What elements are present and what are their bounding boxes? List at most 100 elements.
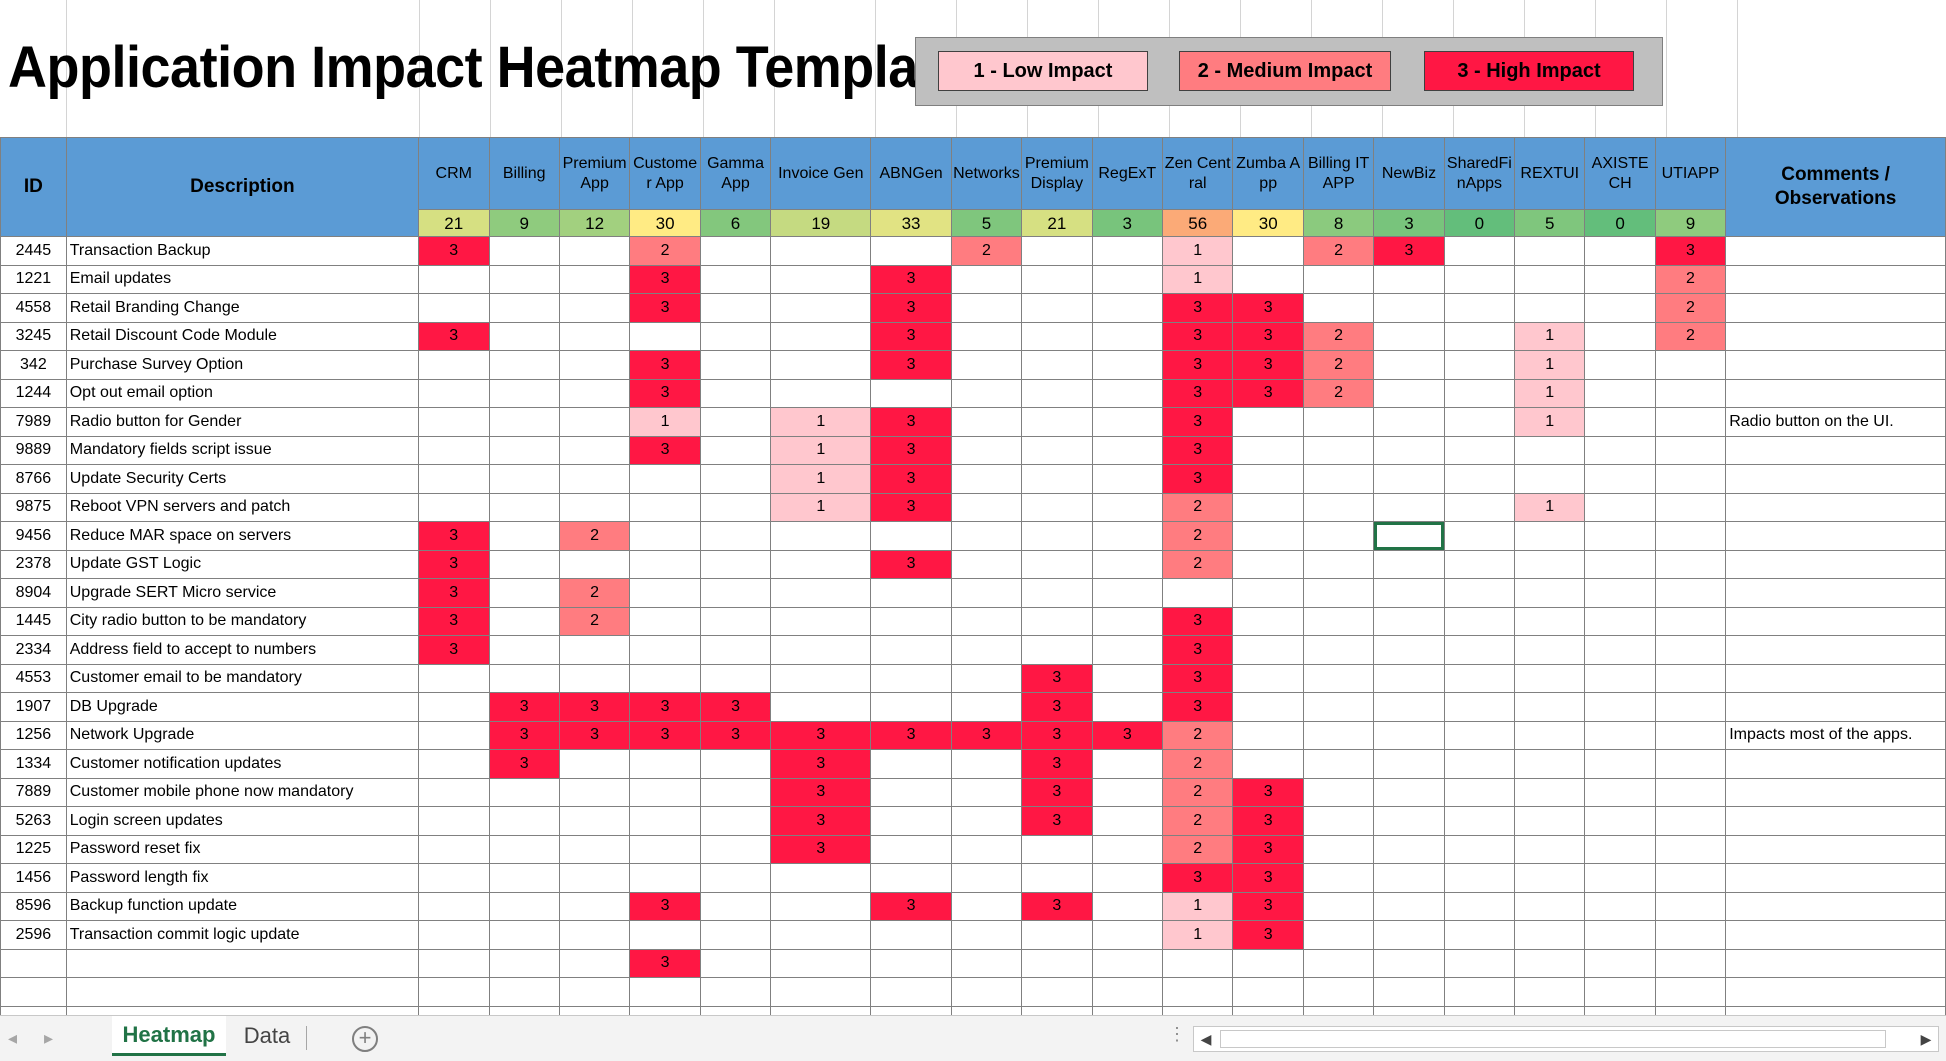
- impact-cell[interactable]: 3: [870, 549, 952, 579]
- impact-cell[interactable]: 2: [1654, 293, 1727, 323]
- impact-cell[interactable]: [1091, 435, 1163, 465]
- impact-cell[interactable]: [1514, 920, 1586, 950]
- impact-cell[interactable]: [1021, 435, 1093, 465]
- impact-cell[interactable]: [950, 977, 1023, 1007]
- impact-cell[interactable]: [558, 948, 631, 978]
- impact-cell[interactable]: [950, 350, 1023, 380]
- impact-cell[interactable]: [1584, 720, 1656, 750]
- impact-cell[interactable]: [699, 749, 772, 779]
- row-description[interactable]: Retail Branding Change: [65, 293, 420, 323]
- impact-cell[interactable]: [1584, 321, 1656, 351]
- app-count-2[interactable]: 12: [558, 209, 631, 237]
- impact-cell[interactable]: [1021, 920, 1093, 950]
- impact-cell[interactable]: [1654, 464, 1727, 494]
- row-comment[interactable]: [1725, 863, 1946, 893]
- header-app-0[interactable]: CRM: [418, 137, 490, 210]
- impact-cell[interactable]: [418, 464, 490, 494]
- row-id[interactable]: 8904: [0, 578, 67, 608]
- impact-cell[interactable]: [488, 863, 560, 893]
- row-comment[interactable]: [1725, 549, 1946, 579]
- impact-cell[interactable]: [1584, 806, 1656, 836]
- impact-cell[interactable]: [488, 578, 560, 608]
- impact-cell[interactable]: 1: [1514, 350, 1586, 380]
- header-app-3[interactable]: Customer App: [629, 137, 701, 210]
- impact-cell[interactable]: 3: [1373, 236, 1445, 266]
- row-description[interactable]: Transaction commit logic update: [65, 920, 420, 950]
- splitter-handle-icon[interactable]: ⋮: [1168, 1024, 1186, 1044]
- impact-cell[interactable]: [1302, 407, 1375, 437]
- impact-cell[interactable]: [1373, 692, 1445, 722]
- impact-cell[interactable]: [1584, 692, 1656, 722]
- impact-cell[interactable]: [1584, 264, 1656, 294]
- impact-cell[interactable]: [1161, 578, 1234, 608]
- impact-cell[interactable]: [699, 635, 772, 665]
- impact-cell[interactable]: 1: [770, 435, 872, 465]
- impact-cell[interactable]: [770, 863, 872, 893]
- impact-cell[interactable]: [558, 236, 631, 266]
- impact-cell[interactable]: [950, 435, 1023, 465]
- header-app-12[interactable]: Billing ITAPP: [1302, 137, 1375, 210]
- row-id[interactable]: 342: [0, 350, 67, 380]
- impact-cell[interactable]: [1373, 293, 1445, 323]
- impact-cell[interactable]: [699, 1005, 772, 1015]
- impact-cell[interactable]: [1373, 435, 1445, 465]
- impact-cell[interactable]: [1091, 692, 1163, 722]
- impact-cell[interactable]: [1021, 578, 1093, 608]
- impact-cell[interactable]: [488, 663, 560, 693]
- impact-cell[interactable]: [1584, 891, 1656, 921]
- impact-cell[interactable]: [950, 635, 1023, 665]
- impact-cell[interactable]: [950, 606, 1023, 636]
- impact-cell[interactable]: [1373, 777, 1445, 807]
- impact-cell[interactable]: [1514, 834, 1586, 864]
- impact-cell[interactable]: 3: [1232, 777, 1304, 807]
- impact-cell[interactable]: [1302, 578, 1375, 608]
- row-description[interactable]: Password length fix: [65, 863, 420, 893]
- scroll-right-button[interactable]: ▶: [1920, 1030, 1932, 1047]
- impact-cell[interactable]: 3: [1161, 350, 1234, 380]
- impact-cell[interactable]: [1091, 834, 1163, 864]
- impact-cell[interactable]: [1654, 863, 1727, 893]
- impact-cell[interactable]: 1: [1514, 321, 1586, 351]
- tab-scroll-right-icon[interactable]: ▸: [44, 1028, 54, 1048]
- impact-cell[interactable]: [1232, 692, 1304, 722]
- impact-cell[interactable]: [1021, 948, 1093, 978]
- impact-cell[interactable]: [1373, 264, 1445, 294]
- impact-cell[interactable]: 1: [1514, 378, 1586, 408]
- impact-cell[interactable]: [1584, 635, 1656, 665]
- row-id[interactable]: 8596: [0, 891, 67, 921]
- impact-cell[interactable]: [1443, 777, 1516, 807]
- impact-cell[interactable]: 3: [1021, 777, 1093, 807]
- impact-cell[interactable]: [629, 578, 701, 608]
- impact-cell[interactable]: [1443, 236, 1516, 266]
- impact-cell[interactable]: [1091, 1005, 1163, 1015]
- row-id[interactable]: 7989: [0, 407, 67, 437]
- scroll-left-button[interactable]: ◀: [1200, 1030, 1212, 1047]
- impact-cell[interactable]: 1: [1514, 407, 1586, 437]
- app-count-5[interactable]: 19: [770, 209, 872, 237]
- impact-cell[interactable]: [950, 948, 1023, 978]
- row-id[interactable]: 2445: [0, 236, 67, 266]
- impact-cell[interactable]: 1: [1161, 920, 1234, 950]
- impact-cell[interactable]: [770, 350, 872, 380]
- impact-cell[interactable]: [1373, 663, 1445, 693]
- row-id[interactable]: 2596: [0, 920, 67, 950]
- impact-cell[interactable]: [1584, 777, 1656, 807]
- impact-cell[interactable]: [488, 834, 560, 864]
- impact-cell[interactable]: [418, 806, 490, 836]
- impact-cell[interactable]: [1091, 236, 1163, 266]
- impact-cell[interactable]: [1443, 378, 1516, 408]
- row-comment[interactable]: [1725, 891, 1946, 921]
- impact-cell[interactable]: [558, 264, 631, 294]
- impact-cell[interactable]: 3: [699, 692, 772, 722]
- impact-cell[interactable]: [870, 863, 952, 893]
- impact-cell[interactable]: [1302, 464, 1375, 494]
- impact-cell[interactable]: [699, 663, 772, 693]
- selected-cell[interactable]: [1373, 521, 1445, 551]
- row-description[interactable]: DB Upgrade: [65, 692, 420, 722]
- impact-cell[interactable]: [1373, 834, 1445, 864]
- impact-cell[interactable]: [1654, 606, 1727, 636]
- row-description[interactable]: Customer mobile phone now mandatory: [65, 777, 420, 807]
- impact-cell[interactable]: [418, 948, 490, 978]
- row-id[interactable]: 1334: [0, 749, 67, 779]
- impact-cell[interactable]: 3: [1021, 891, 1093, 921]
